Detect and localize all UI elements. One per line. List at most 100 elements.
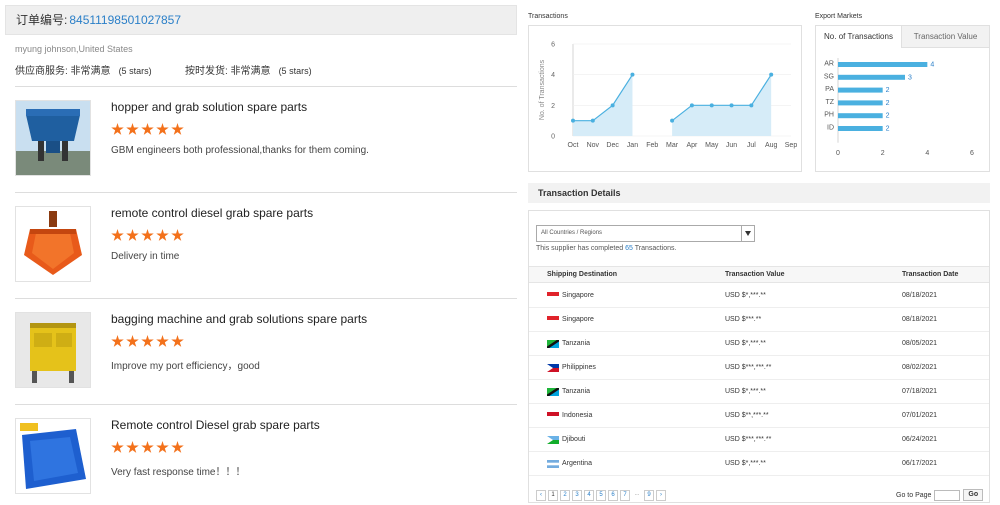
star-icon xyxy=(111,229,124,241)
column-header-date: Transaction Date xyxy=(902,271,959,278)
series-line xyxy=(671,74,772,122)
bar[interactable] xyxy=(838,87,883,93)
table-row[interactable]: Singapore USD $*,***.** 08/18/2021 xyxy=(529,284,989,308)
transaction-details-panel: All Countries / Regions This supplier ha… xyxy=(528,210,990,503)
page-button[interactable]: 4 xyxy=(584,490,594,501)
review-title[interactable]: bagging machine and grab solutions spare… xyxy=(111,312,368,326)
transaction-details-header: Transaction Details xyxy=(528,183,990,203)
table-row[interactable]: Singapore USD $***.** 08/18/2021 xyxy=(529,308,989,332)
page-button[interactable]: 3 xyxy=(572,490,582,501)
page-button[interactable]: 2 xyxy=(560,490,570,501)
divider xyxy=(15,192,517,193)
cell-value: USD $*,***.** xyxy=(725,388,766,395)
dropdown-arrow-icon[interactable] xyxy=(741,226,754,241)
tab-no-of-transactions[interactable]: No. of Transactions xyxy=(816,26,902,48)
data-point[interactable] xyxy=(630,72,635,77)
x-tick-label: Feb xyxy=(646,142,658,149)
page-button[interactable]: 6 xyxy=(608,490,618,501)
review-comment: GBM engineers both professional,thanks f… xyxy=(111,145,369,156)
next-page-button[interactable]: › xyxy=(656,490,666,501)
table-row[interactable]: Philippines USD $***,***.** 08/02/2021 xyxy=(529,356,989,380)
product-image-hopper[interactable] xyxy=(15,100,91,176)
data-point[interactable] xyxy=(709,103,714,108)
bar-value-label: 2 xyxy=(886,113,890,120)
tab-transaction-value[interactable]: Transaction Value xyxy=(902,26,989,48)
data-point[interactable] xyxy=(670,118,675,123)
export-markets-label: Export Markets xyxy=(815,13,863,20)
export-markets-panel: No. of Transactions Transaction Value AR… xyxy=(815,25,990,172)
page-button[interactable]: 1 xyxy=(548,490,558,501)
data-point[interactable] xyxy=(610,103,615,108)
bar[interactable] xyxy=(838,62,928,67)
cell-date: 08/18/2021 xyxy=(902,316,938,323)
table-row[interactable]: Djibouti USD $***,***.** 06/24/2021 xyxy=(529,428,989,452)
x-tick-label: Jul xyxy=(747,142,756,149)
data-point[interactable] xyxy=(590,118,595,123)
star-icon xyxy=(156,229,169,241)
cell-value: USD $***.** xyxy=(725,316,762,323)
review-title[interactable]: hopper and grab solution spare parts xyxy=(111,100,308,114)
review-title[interactable]: remote control diesel grab spare parts xyxy=(111,206,314,220)
country-region-select[interactable]: All Countries / Regions xyxy=(536,225,755,242)
data-point[interactable] xyxy=(571,118,575,123)
bar[interactable] xyxy=(838,74,905,80)
transactions-line-chart: 0 2 4 6 Oct Nov Dec Jan Feb Mar Apr May Jun Jul Aug Sep… xyxy=(539,42,798,150)
review-stars xyxy=(111,229,184,243)
reviewer-name: myung johnson,United States xyxy=(15,44,133,54)
data-point[interactable] xyxy=(729,103,734,108)
completed-suffix: Transactions. xyxy=(634,245,677,252)
table-row[interactable]: Tanzania USD $*,***.** 08/05/2021 xyxy=(529,332,989,356)
star-icon xyxy=(111,335,124,347)
order-number[interactable]: 84511198501027857 xyxy=(69,13,182,27)
flag-id-icon xyxy=(547,412,559,420)
export-markets-bar-chart: AR 4 SG 3 PA 2 TZ 2 PH 2 ID 2 0 2 4 6 xyxy=(824,58,974,157)
column-header-destination: Shipping Destination xyxy=(547,271,617,278)
category-label: ID xyxy=(827,125,834,132)
star-icon xyxy=(171,123,184,135)
data-point[interactable] xyxy=(689,103,694,108)
transactions-label: Transactions xyxy=(528,13,568,20)
product-image-diesel-grab[interactable] xyxy=(15,418,91,494)
review-item: Remote control Diesel grab spare parts V… xyxy=(15,404,517,505)
review-stars xyxy=(111,441,184,455)
page-button[interactable]: 5 xyxy=(596,490,606,501)
completed-count[interactable]: 65 xyxy=(625,245,633,252)
bar[interactable] xyxy=(838,113,883,119)
data-point[interactable] xyxy=(769,72,774,77)
bar-value-label: 2 xyxy=(886,100,890,107)
x-tick-label: May xyxy=(705,142,719,149)
product-image-grab[interactable] xyxy=(15,206,91,282)
product-image-bagging[interactable] xyxy=(15,312,91,388)
page-button[interactable]: 9 xyxy=(644,490,654,501)
shipping-rating: 按时发货: 非常满意 (5 stars) xyxy=(185,62,312,77)
data-point[interactable] xyxy=(749,103,754,108)
flag-sg-icon xyxy=(547,316,559,324)
review-title[interactable]: Remote control Diesel grab spare parts xyxy=(111,418,320,432)
table-row[interactable]: Indonesia USD $**,***.** 07/01/2021 xyxy=(529,404,989,428)
star-icon xyxy=(126,441,139,453)
cell-value: USD $***,***.** xyxy=(725,364,772,371)
flag-tz-icon xyxy=(547,340,559,348)
y-tick-label: 0 xyxy=(551,134,555,141)
table-row[interactable]: Argentina USD $*,***.** 06/17/2021 xyxy=(529,452,989,476)
service-rating-stars: (5 stars) xyxy=(118,66,152,76)
review-stars xyxy=(111,123,184,137)
y-tick-label: 6 xyxy=(551,42,555,49)
bar[interactable] xyxy=(838,126,883,131)
x-tick-label: 0 xyxy=(836,150,840,157)
star-icon xyxy=(171,229,184,241)
review-stars xyxy=(111,335,184,349)
service-rating: 供应商服务: 非常满意 (5 stars) xyxy=(15,62,152,77)
pagination: ‹ 1 2 3 4 5 6 7... 9 › xyxy=(536,490,666,502)
prev-page-button[interactable]: ‹ xyxy=(536,490,546,501)
go-button[interactable]: Go xyxy=(963,489,984,501)
goto-page-label: Go to Page xyxy=(896,491,932,499)
goto-page-input[interactable] xyxy=(934,489,961,501)
x-tick-label: Sep xyxy=(785,142,798,149)
table-row[interactable]: Tanzania USD $*,***.** 07/18/2021 xyxy=(529,380,989,404)
cell-destination: Singapore xyxy=(562,292,594,299)
page-ellipsis: ... xyxy=(634,491,640,497)
bar[interactable] xyxy=(838,100,883,106)
page-button[interactable]: 7 xyxy=(620,490,630,501)
flag-ph-icon xyxy=(547,364,559,372)
